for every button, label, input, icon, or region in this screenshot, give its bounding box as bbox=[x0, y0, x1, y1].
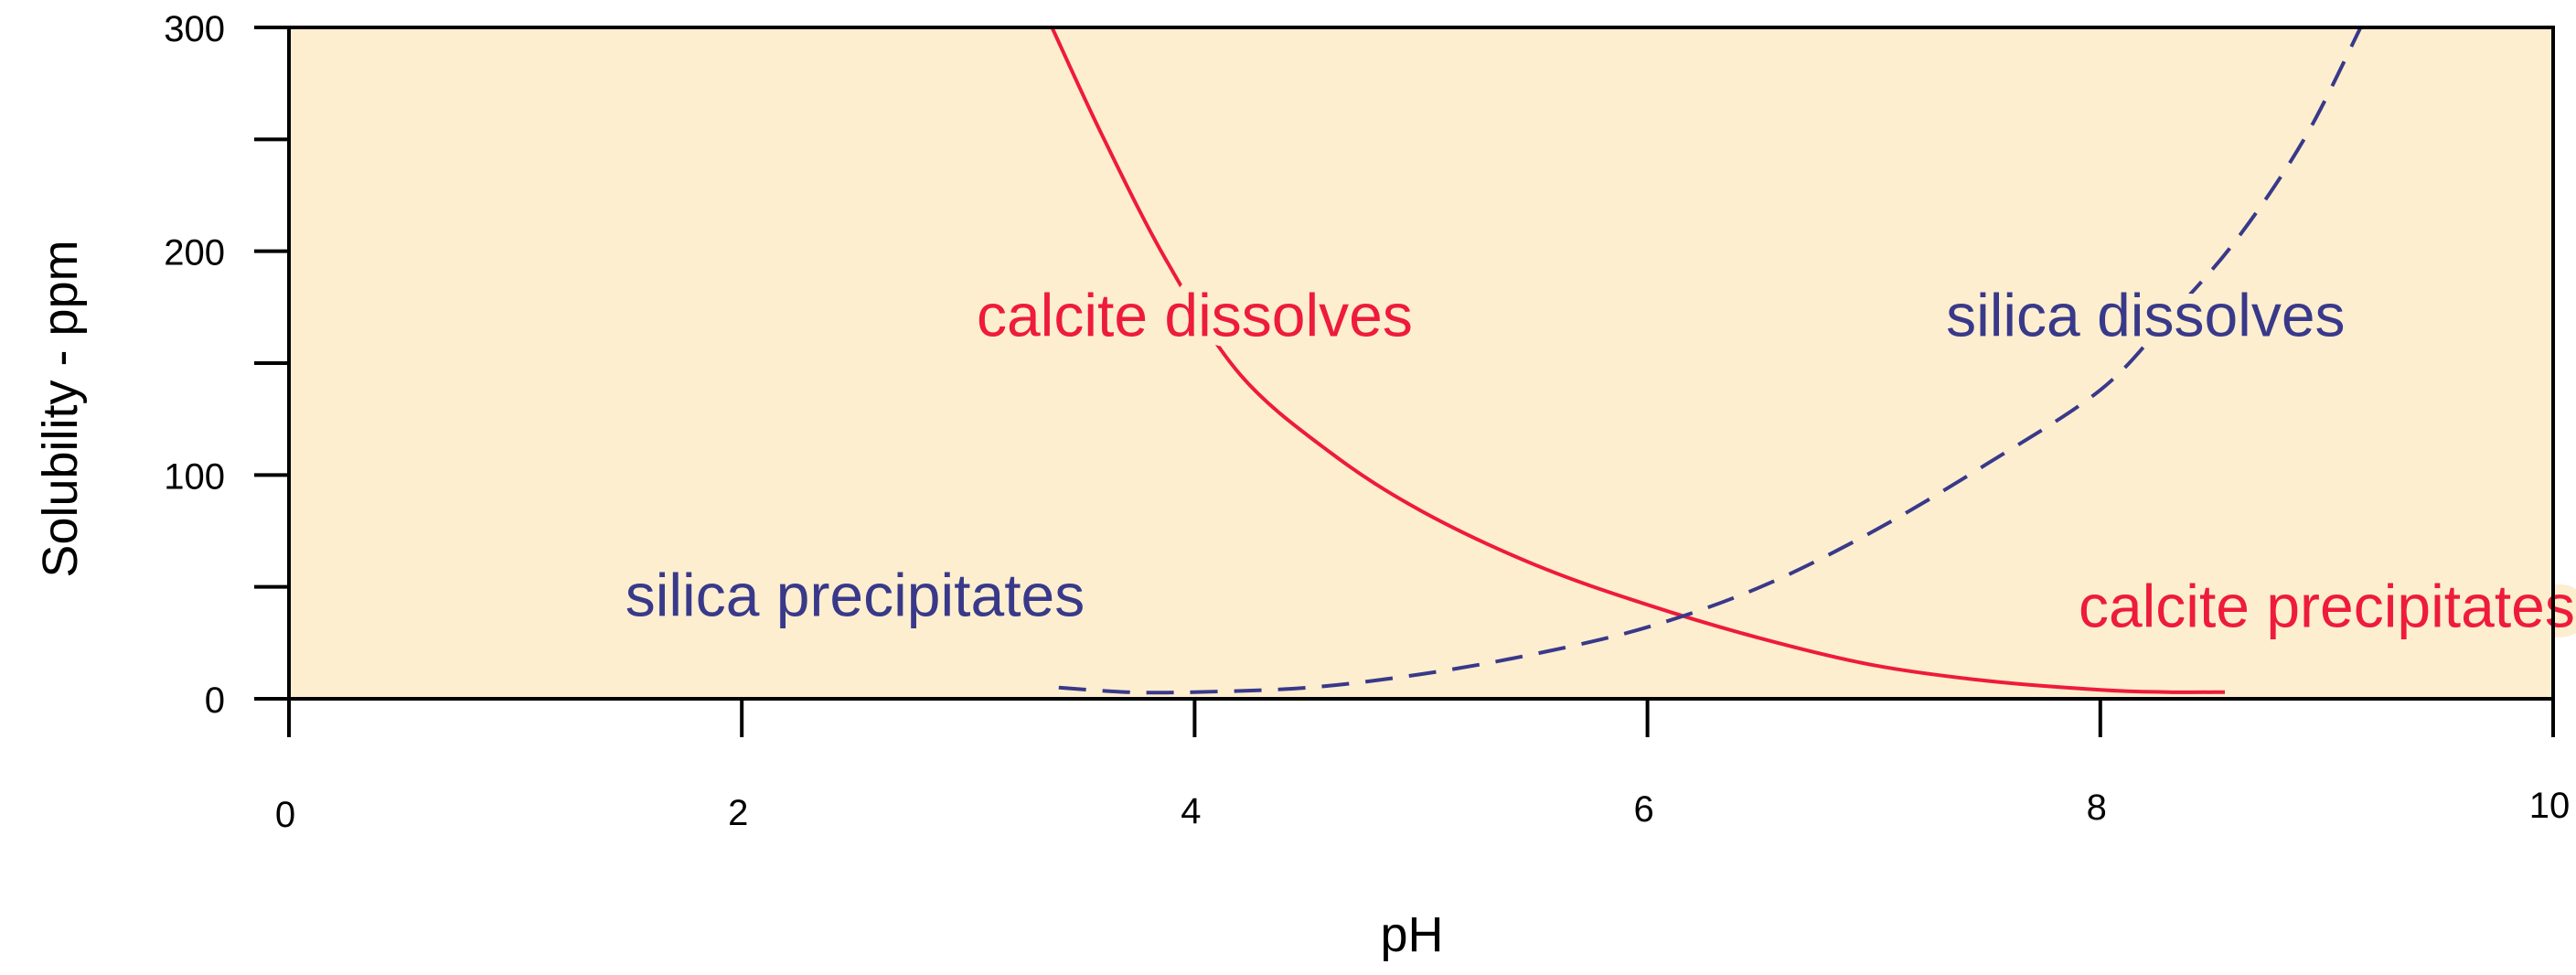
series-lines bbox=[1050, 27, 2363, 695]
y-tick-label: 100 bbox=[164, 456, 225, 497]
x-tick-label: 10 bbox=[2529, 786, 2571, 826]
x-axis: 0 2 4 6 8 10 bbox=[275, 699, 2570, 835]
annotation-label-1: silica dissolves bbox=[1946, 282, 2345, 349]
annotation-label-2: silica precipitates bbox=[625, 561, 1085, 628]
plot-background bbox=[289, 27, 2553, 699]
y-tick-label: 200 bbox=[164, 233, 225, 273]
series-line-0 bbox=[1050, 27, 2226, 694]
x-tick-label: 0 bbox=[275, 795, 295, 835]
x-axis-title: pH bbox=[1380, 907, 1443, 962]
y-tick-label: 0 bbox=[205, 680, 225, 721]
x-tick-label: 2 bbox=[728, 793, 748, 833]
x-tick-label: 8 bbox=[2087, 788, 2107, 828]
annotation-label-0: calcite dissolves bbox=[977, 282, 1413, 349]
y-tick-label: 300 bbox=[164, 9, 225, 49]
x-tick-label: 6 bbox=[1633, 789, 1653, 830]
region-annotations: calcite dissolves silica dissolves silica … bbox=[615, 272, 2576, 650]
series-line-1 bbox=[1058, 27, 2363, 695]
y-axis: 0 100 200 300 bbox=[164, 9, 289, 721]
y-axis-title: Solubility - ppm bbox=[33, 240, 88, 577]
annotation-label-3: calcite precipitates bbox=[2079, 573, 2575, 640]
x-tick-label: 4 bbox=[1181, 791, 1201, 831]
